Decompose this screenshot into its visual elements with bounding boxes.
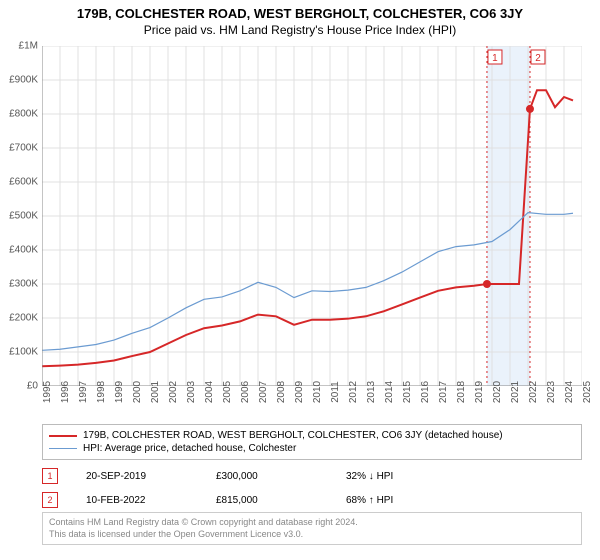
x-tick-label: 2017	[438, 381, 449, 403]
marker-date: 10-FEB-2022	[86, 495, 216, 506]
y-tick-label: £600K	[9, 177, 38, 188]
x-tick-label: 2006	[240, 381, 251, 403]
chart-container: 179B, COLCHESTER ROAD, WEST BERGHOLT, CO…	[0, 0, 600, 560]
chart-title: 179B, COLCHESTER ROAD, WEST BERGHOLT, CO…	[0, 0, 600, 21]
x-tick-label: 2019	[474, 381, 485, 403]
attribution-line1: Contains HM Land Registry data © Crown c…	[49, 517, 575, 529]
x-tick-label: 2016	[420, 381, 431, 403]
x-tick-label: 2009	[294, 381, 305, 403]
attribution: Contains HM Land Registry data © Crown c…	[42, 512, 582, 545]
x-tick-label: 2007	[258, 381, 269, 403]
x-tick-label: 2022	[528, 381, 539, 403]
sale-markers-table: 1 20-SEP-2019£300,00032% ↓ HPI 2 10-FEB-202…	[42, 464, 582, 512]
x-tick-label: 2000	[132, 381, 143, 403]
y-tick-label: £700K	[9, 143, 38, 154]
marker-badge: 1	[42, 468, 58, 484]
x-tick-label: 1998	[96, 381, 107, 403]
x-tick-label: 2014	[384, 381, 395, 403]
x-tick-label: 1997	[78, 381, 89, 403]
x-tick-label: 2020	[492, 381, 503, 403]
x-tick-label: 2010	[312, 381, 323, 403]
x-tick-label: 2008	[276, 381, 287, 403]
y-tick-label: £900K	[9, 75, 38, 86]
x-tick-label: 1996	[60, 381, 71, 403]
line-chart: 12	[42, 46, 582, 386]
marker-price: £300,000	[216, 471, 346, 482]
y-tick-label: £500K	[9, 211, 38, 222]
x-tick-label: 2024	[564, 381, 575, 403]
legend-label: 179B, COLCHESTER ROAD, WEST BERGHOLT, CO…	[83, 430, 503, 441]
x-tick-label: 2005	[222, 381, 233, 403]
attribution-line2: This data is licensed under the Open Gov…	[49, 529, 575, 541]
legend-item: 179B, COLCHESTER ROAD, WEST BERGHOLT, CO…	[49, 429, 575, 442]
legend-item: HPI: Average price, detached house, Colc…	[49, 442, 575, 455]
y-tick-label: £300K	[9, 279, 38, 290]
svg-text:1: 1	[492, 53, 498, 64]
x-tick-label: 2004	[204, 381, 215, 403]
legend-label: HPI: Average price, detached house, Colc…	[83, 443, 296, 454]
x-tick-label: 2012	[348, 381, 359, 403]
legend: 179B, COLCHESTER ROAD, WEST BERGHOLT, CO…	[42, 424, 582, 460]
y-tick-label: £400K	[9, 245, 38, 256]
legend-swatch	[49, 435, 77, 437]
y-tick-label: £1M	[19, 41, 38, 52]
chart-subtitle: Price paid vs. HM Land Registry's House …	[0, 21, 600, 41]
x-tick-label: 2021	[510, 381, 521, 403]
y-tick-label: £800K	[9, 109, 38, 120]
x-tick-label: 1999	[114, 381, 125, 403]
x-tick-label: 2013	[366, 381, 377, 403]
x-tick-label: 2025	[582, 381, 593, 403]
y-tick-label: £200K	[9, 313, 38, 324]
sale-marker-row: 1 20-SEP-2019£300,00032% ↓ HPI	[42, 464, 582, 488]
x-tick-label: 2001	[150, 381, 161, 403]
legend-swatch	[49, 448, 77, 449]
y-tick-label: £0	[27, 381, 38, 392]
marker-badge: 2	[42, 492, 58, 508]
x-tick-label: 2018	[456, 381, 467, 403]
x-tick-label: 2011	[330, 381, 341, 403]
sale-marker-row: 2 10-FEB-2022£815,00068% ↑ HPI	[42, 488, 582, 512]
y-tick-label: £100K	[9, 347, 38, 358]
marker-price: £815,000	[216, 495, 346, 506]
x-tick-label: 2003	[186, 381, 197, 403]
x-tick-label: 1995	[42, 381, 53, 403]
marker-date: 20-SEP-2019	[86, 471, 216, 482]
marker-delta: 32% ↓ HPI	[346, 471, 476, 482]
x-tick-label: 2002	[168, 381, 179, 403]
chart-area: 12 £0£100K£200K£300K£400K£500K£600K£700K…	[42, 46, 582, 386]
svg-text:2: 2	[535, 53, 541, 64]
x-tick-label: 2023	[546, 381, 557, 403]
marker-delta: 68% ↑ HPI	[346, 495, 476, 506]
x-tick-label: 2015	[402, 381, 413, 403]
